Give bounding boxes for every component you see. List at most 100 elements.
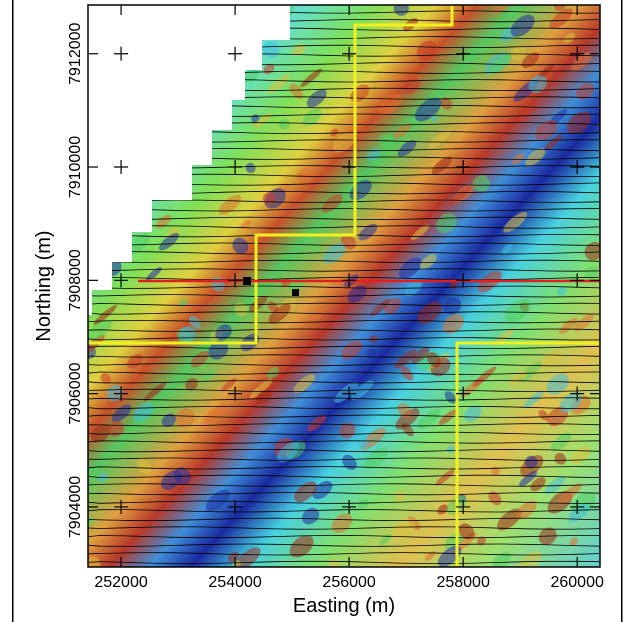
flight-line bbox=[88, 526, 600, 530]
page-border-right bbox=[621, 0, 623, 622]
grid-cross bbox=[456, 273, 471, 288]
flight-line bbox=[88, 414, 600, 418]
anomaly-blob bbox=[175, 408, 195, 428]
anomaly-blob bbox=[143, 381, 167, 402]
anomaly-blob bbox=[428, 128, 452, 149]
grid-cross bbox=[456, 386, 471, 401]
flight-line bbox=[88, 552, 600, 556]
anomaly-blob bbox=[568, 502, 591, 523]
anomaly-blob bbox=[566, 111, 592, 134]
flight-line bbox=[88, 242, 600, 246]
anomaly-blob bbox=[546, 373, 569, 395]
anomaly-blob bbox=[446, 445, 455, 454]
tenement-boundary bbox=[455, 341, 600, 567]
anomaly-blob bbox=[297, 167, 315, 184]
flight-line bbox=[88, 311, 600, 315]
grid-cross bbox=[114, 273, 129, 288]
anomaly-blob bbox=[559, 392, 582, 413]
anomaly-blob bbox=[440, 97, 453, 110]
flight-line bbox=[88, 294, 600, 298]
flight-line bbox=[88, 337, 600, 341]
flight-line bbox=[88, 345, 600, 350]
anomaly-image bbox=[88, 5, 600, 567]
anomaly-blob bbox=[137, 458, 152, 474]
flight-line bbox=[88, 328, 600, 332]
x-tick-label: 260000 bbox=[550, 574, 603, 591]
marker bbox=[292, 289, 299, 296]
anomaly-blob bbox=[208, 340, 229, 360]
anomaly-blob bbox=[294, 481, 317, 503]
anomaly-blob bbox=[379, 533, 393, 545]
anomaly-blob bbox=[301, 507, 320, 525]
anomaly-blob bbox=[521, 52, 540, 69]
anomaly-blob bbox=[333, 132, 355, 153]
anomaly-blob bbox=[430, 114, 438, 122]
y-tick-label: 7912000 bbox=[67, 22, 84, 84]
anomaly-blob bbox=[397, 140, 417, 157]
flight-line bbox=[88, 259, 600, 264]
flight-line bbox=[88, 517, 600, 522]
anomaly-blob bbox=[435, 469, 455, 486]
anomaly-blob bbox=[549, 8, 573, 29]
flight-line bbox=[88, 534, 600, 539]
grid-cross bbox=[570, 46, 585, 61]
anomaly-blob bbox=[501, 244, 513, 255]
anomaly-blob bbox=[240, 219, 252, 230]
flight-line bbox=[88, 448, 600, 453]
anomaly-blob bbox=[394, 490, 407, 502]
anomaly-blob bbox=[437, 545, 462, 567]
anomaly-blob bbox=[497, 508, 522, 531]
anomaly-blob bbox=[510, 14, 535, 37]
grid-cross bbox=[228, 499, 243, 514]
plot-frame bbox=[87, 4, 601, 568]
anomaly-blob bbox=[328, 558, 340, 567]
anomaly-blob bbox=[519, 470, 538, 487]
anomaly-blob bbox=[341, 340, 362, 360]
anomaly-blob bbox=[584, 241, 600, 261]
marker bbox=[243, 277, 251, 285]
anomaly-blob bbox=[221, 378, 237, 392]
flight-line bbox=[88, 500, 600, 504]
anomaly-blob bbox=[523, 390, 544, 408]
anomaly-blob bbox=[256, 389, 272, 404]
flight-line bbox=[88, 199, 600, 203]
anomaly-blob bbox=[358, 223, 378, 241]
anomaly-blob bbox=[576, 82, 594, 100]
anomaly-blob bbox=[541, 349, 564, 369]
anomaly-blob bbox=[179, 326, 196, 344]
anomaly-blob bbox=[266, 367, 280, 379]
anomaly-blob bbox=[232, 237, 249, 254]
anomaly-blob bbox=[516, 551, 542, 567]
tenement-boundary bbox=[88, 5, 454, 345]
anomaly-blob bbox=[161, 413, 177, 428]
flight-line bbox=[88, 319, 600, 324]
anomaly-blob bbox=[188, 315, 202, 329]
anomaly-blob bbox=[334, 381, 359, 403]
anomaly-blob bbox=[201, 369, 217, 383]
anomaly-blob bbox=[443, 297, 462, 315]
anomaly-blob bbox=[330, 128, 339, 137]
flight-line bbox=[88, 457, 600, 461]
x-tick-label: 256000 bbox=[322, 574, 375, 591]
anomaly-blob bbox=[267, 74, 291, 94]
y-tick-label: 7906000 bbox=[67, 362, 84, 424]
anomaly-blob bbox=[574, 314, 594, 332]
flight-line bbox=[88, 397, 600, 401]
flight-line bbox=[88, 302, 600, 307]
grid-cross bbox=[228, 46, 243, 61]
flight-line bbox=[88, 216, 600, 221]
grid-cross bbox=[456, 160, 471, 175]
anomaly-blob bbox=[403, 78, 421, 94]
anomaly-blob bbox=[159, 232, 180, 251]
grid-cross bbox=[228, 160, 243, 175]
anomaly-blob bbox=[302, 108, 322, 126]
flight-lines bbox=[88, 10, 600, 565]
anomaly-blob bbox=[437, 504, 449, 515]
anomaly-blob bbox=[289, 535, 314, 558]
anomaly-blob bbox=[253, 112, 272, 129]
flight-line bbox=[88, 225, 600, 229]
anomaly-blob bbox=[472, 366, 497, 387]
grid-cross bbox=[456, 499, 471, 514]
x-axis-label: Easting (m) bbox=[293, 595, 395, 617]
anomaly-blob bbox=[395, 408, 420, 430]
